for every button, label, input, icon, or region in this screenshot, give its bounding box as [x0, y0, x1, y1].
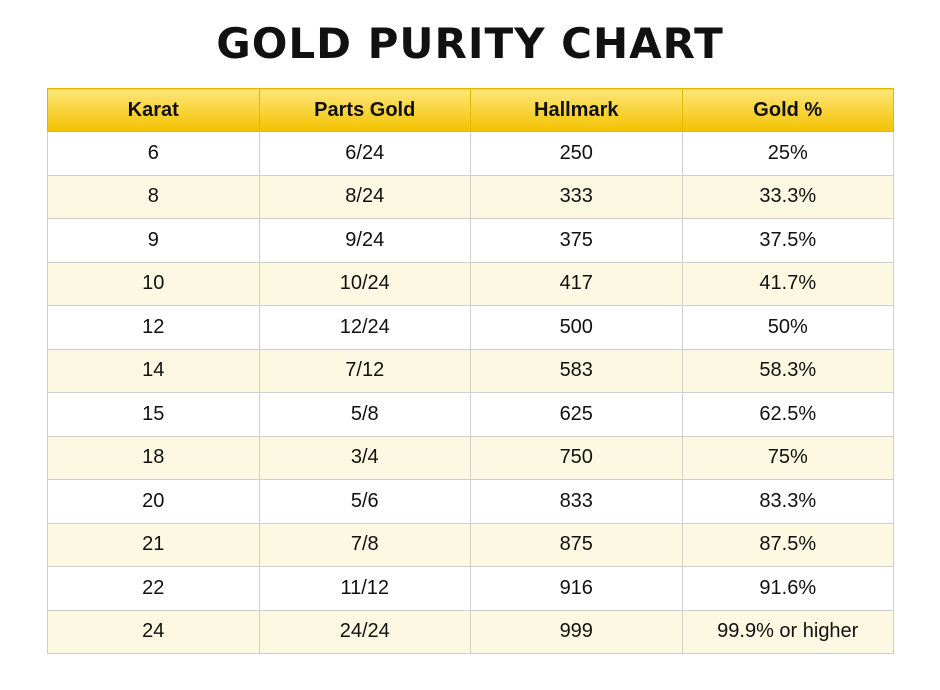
table-cell: 75%	[681, 435, 894, 480]
column-header: Karat	[47, 88, 260, 132]
table-cell: 58.3%	[681, 348, 894, 393]
table-row: 22 11/12 916 91.6%	[47, 566, 894, 611]
table-cell: 833	[470, 479, 683, 524]
table-row: 21 7/8 875 87.5%	[47, 522, 894, 567]
table-row: 18 3/4 750 75%	[47, 435, 894, 480]
column-header: Parts Gold	[258, 88, 471, 132]
table-row: 9 9/24 375 37.5%	[47, 218, 894, 263]
table-cell: 8	[47, 174, 260, 219]
table-cell: 50%	[681, 305, 894, 350]
table-cell: 33.3%	[681, 174, 894, 219]
header-row: Karat Parts Gold Hallmark Gold %	[47, 88, 894, 132]
table-row: 6 6/24 250 25%	[47, 131, 894, 176]
table-cell: 87.5%	[681, 522, 894, 567]
table-cell: 250	[470, 131, 683, 176]
purity-table: Karat Parts Gold Hallmark Gold % 6 6/24 250 25…	[47, 88, 894, 654]
table-cell: 6/24	[258, 131, 471, 176]
table-cell: 7/12	[258, 348, 471, 393]
table-header: Karat Parts Gold Hallmark Gold %	[47, 88, 894, 132]
table-cell: 10/24	[258, 261, 471, 306]
table-cell: 9	[47, 218, 260, 263]
table-cell: 5/8	[258, 392, 471, 437]
table-cell: 24/24	[258, 609, 471, 654]
table-row: 10 10/24 417 41.7%	[47, 261, 894, 306]
table-cell: 62.5%	[681, 392, 894, 437]
table-cell: 625	[470, 392, 683, 437]
table-cell: 18	[47, 435, 260, 480]
table-cell: 333	[470, 174, 683, 219]
table-cell: 21	[47, 522, 260, 567]
table-cell: 875	[470, 522, 683, 567]
table-row: 20 5/6 833 83.3%	[47, 479, 894, 524]
column-header: Gold %	[681, 88, 894, 132]
table-row: 12 12/24 500 50%	[47, 305, 894, 350]
table-row: 24 24/24 999 99.9% or higher	[47, 609, 894, 654]
table-cell: 5/6	[258, 479, 471, 524]
table-body: 6 6/24 250 25% 8 8/24 333 33.3% 9 9/24 375 37.5% 10 1…	[47, 131, 894, 654]
table-cell: 22	[47, 566, 260, 611]
table-cell: 83.3%	[681, 479, 894, 524]
table-cell: 10	[47, 261, 260, 306]
table-cell: 41.7%	[681, 261, 894, 306]
table-cell: 25%	[681, 131, 894, 176]
table-row: 14 7/12 583 58.3%	[47, 348, 894, 393]
column-header: Hallmark	[470, 88, 683, 132]
title: GOLD PURITY CHART	[216, 19, 724, 68]
table-cell: 12	[47, 305, 260, 350]
table-cell: 6	[47, 131, 260, 176]
table-cell: 11/12	[258, 566, 471, 611]
table-cell: 15	[47, 392, 260, 437]
table-cell: 99.9% or higher	[681, 609, 894, 654]
table-cell: 3/4	[258, 435, 471, 480]
table-cell: 24	[47, 609, 260, 654]
table-cell: 916	[470, 566, 683, 611]
table-cell: 37.5%	[681, 218, 894, 263]
table-cell: 14	[47, 348, 260, 393]
table-cell: 91.6%	[681, 566, 894, 611]
table-cell: 8/24	[258, 174, 471, 219]
table-row: 15 5/8 625 62.5%	[47, 392, 894, 437]
table-cell: 20	[47, 479, 260, 524]
table-cell: 750	[470, 435, 683, 480]
table-row: 8 8/24 333 33.3%	[47, 174, 894, 219]
table-cell: 417	[470, 261, 683, 306]
table-cell: 12/24	[258, 305, 471, 350]
table-cell: 500	[470, 305, 683, 350]
table-cell: 375	[470, 218, 683, 263]
table-cell: 583	[470, 348, 683, 393]
table-cell: 999	[470, 609, 683, 654]
table-cell: 7/8	[258, 522, 471, 567]
table-cell: 9/24	[258, 218, 471, 263]
